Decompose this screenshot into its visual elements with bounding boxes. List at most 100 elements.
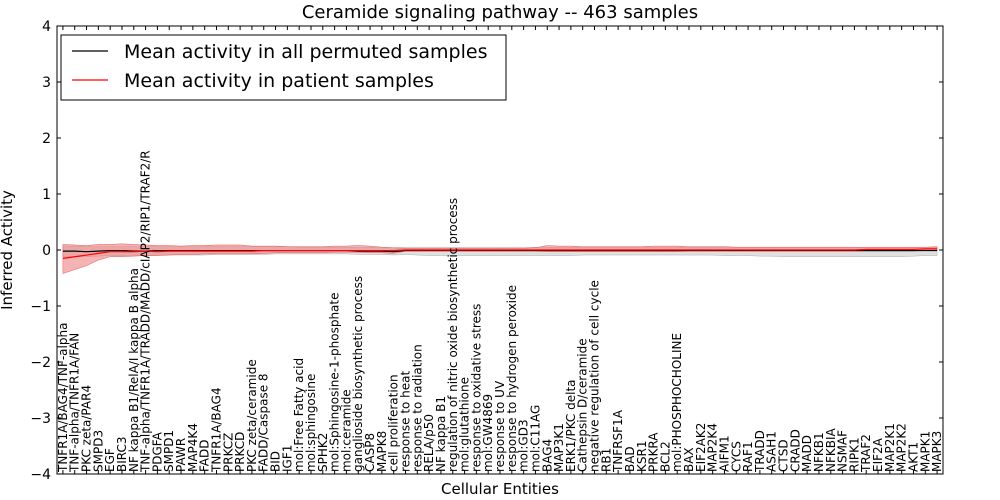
x-category-label: response to oxidative stress xyxy=(469,304,483,472)
x-category-label: TNFR1A/BAG4 xyxy=(209,387,223,473)
x-axis-category-labels: TNFR1A/BAG4/TNF-alphaTNF-alpha/TNFR1A/FA… xyxy=(56,150,944,473)
x-category-label: PAWR xyxy=(174,438,188,472)
x-axis-ticks xyxy=(62,26,938,474)
y-tick-label: 2 xyxy=(42,131,51,147)
x-category-label: response to UV xyxy=(493,380,507,472)
x-category-label: PDGFA xyxy=(150,431,164,472)
x-category-label: BID xyxy=(269,451,283,472)
x-category-label: CYCS xyxy=(729,441,743,472)
legend: Mean activity in all permuted samples Me… xyxy=(60,34,507,101)
x-category-label: TNFR1A/BAG4/TNF-alpha xyxy=(56,323,70,473)
x-category-label: RELA/p50 xyxy=(422,414,436,472)
x-axis-label: Cellular Entities xyxy=(441,480,559,498)
x-category-label: MAP2K4 xyxy=(706,423,720,472)
x-category-label: PRKRA xyxy=(647,432,661,472)
band-series-1 xyxy=(62,243,938,274)
x-category-label: EGF xyxy=(103,448,117,472)
x-category-label: MAPK3 xyxy=(930,431,944,472)
y-tick-label: 4 xyxy=(42,19,51,35)
legend-label-permuted: Mean activity in all permuted samples xyxy=(124,41,487,63)
x-category-label: mol:PHOSPHOCHOLINE xyxy=(670,333,684,472)
x-category-label: MAP2K2 xyxy=(895,423,909,472)
x-category-label: mol:ceramide xyxy=(339,389,353,472)
x-category-label: CASP8 xyxy=(363,433,377,472)
x-category-label: PKC zeta/ceramide xyxy=(245,359,259,472)
x-category-label: SPHK2 xyxy=(316,433,330,472)
x-category-label: regulation of nitric oxide biosynthetic … xyxy=(446,198,460,472)
x-category-label: RAF1 xyxy=(741,441,755,472)
y-tick-label: −3 xyxy=(30,411,51,427)
legend-box xyxy=(60,34,507,101)
legend-label-patient: Mean activity in patient samples xyxy=(124,70,434,92)
x-category-label: ganglioside biosynthetic process xyxy=(351,276,365,472)
x-category-label: MAPK8 xyxy=(375,431,389,472)
x-category-label: response to heat xyxy=(398,370,412,472)
x-category-label: PKC zeta/PAR4 xyxy=(80,385,94,472)
x-category-label: MADD xyxy=(800,435,814,472)
x-category-label: SMPD1 xyxy=(162,430,176,472)
x-category-label: CRADD xyxy=(788,429,802,472)
x-category-label: response to hydrogen peroxide xyxy=(505,285,519,472)
x-category-label: mol:C11AG xyxy=(528,405,542,472)
x-category-label: cell proliferation xyxy=(387,374,401,472)
x-category-label: MAPK1 xyxy=(918,431,932,472)
x-category-label: CTSD xyxy=(777,439,791,472)
x-category-label: NSMAF xyxy=(836,430,850,472)
x-category-label: mol:Sphingosine-1-phosphate xyxy=(328,292,342,472)
y-tick-label: −2 xyxy=(30,355,51,371)
x-category-label: ASAH1 xyxy=(765,431,779,472)
x-category-label: TRADD xyxy=(753,430,767,473)
x-category-label: PRKCZ xyxy=(221,433,235,472)
x-category-label: TNF-alpha/TNFR1A/TRADD/MADD/cIAP2/RIP1/T… xyxy=(139,150,153,473)
x-category-label: TNF-alpha/TNFR1A/FAN xyxy=(68,333,82,473)
x-category-label: NF kappa B1/RelA/I kappa B alpha xyxy=(127,268,141,472)
x-category-label: KSR1 xyxy=(635,441,649,472)
x-category-label: MAP4K4 xyxy=(186,423,200,472)
x-category-label: AIFM1 xyxy=(717,435,731,472)
x-category-label: mol:sphingosine xyxy=(304,374,318,472)
x-category-label: RIPK1 xyxy=(847,437,861,472)
x-category-label: IGF1 xyxy=(280,445,294,472)
y-axis-ticks: −4 −3 −2 −1 0 1 2 3 4 xyxy=(30,19,943,483)
x-category-label: mol:GD3 xyxy=(517,419,531,472)
x-category-label: PRKCD xyxy=(233,432,247,472)
x-category-label: NFKBIA xyxy=(824,427,838,472)
x-category-label: NF kappa B1 xyxy=(434,396,448,472)
y-tick-label: −1 xyxy=(30,299,51,315)
x-category-label: AKT1 xyxy=(906,442,920,472)
x-category-label: BCL2 xyxy=(658,441,672,472)
y-tick-label: 1 xyxy=(42,187,51,203)
x-category-label: negative regulation of cell cycle xyxy=(588,280,602,472)
line-series-1 xyxy=(62,248,938,259)
x-category-label: TNFRSF1A xyxy=(611,409,625,473)
x-category-label: MAP3K1 xyxy=(552,423,566,472)
x-category-label: EIF2AK2 xyxy=(694,423,708,472)
x-category-label: FADD xyxy=(198,440,212,473)
x-category-label: ERK1/PKC delta xyxy=(564,379,578,472)
y-axis-label: Inferred Activity xyxy=(0,190,16,310)
x-category-label: BAD xyxy=(623,446,637,472)
chart-title: Ceramide signaling pathway -- 463 sample… xyxy=(302,2,698,23)
series-lines xyxy=(62,248,938,259)
y-tick-label: 0 xyxy=(42,243,51,259)
x-category-label: TRAF2 xyxy=(859,434,873,473)
confidence-bands xyxy=(62,243,938,274)
x-category-label: RB1 xyxy=(599,448,613,472)
x-category-label: NFKB1 xyxy=(812,432,826,472)
x-category-label: BAX xyxy=(682,447,696,472)
y-tick-label: −4 xyxy=(30,467,51,483)
y-tick-label: 3 xyxy=(42,75,51,91)
x-category-label: SMPD3 xyxy=(91,430,105,472)
x-category-label: BIRC3 xyxy=(115,436,129,472)
x-category-label: EIF2A xyxy=(871,437,885,472)
x-category-label: BAG4 xyxy=(540,439,554,472)
x-category-label: mol:GW4869 xyxy=(481,394,495,472)
x-category-label: MAP2K1 xyxy=(883,423,897,472)
x-category-label: mol:Free Fatty acid xyxy=(292,358,306,472)
x-category-label: response to radiation xyxy=(410,344,424,472)
x-category-label: mol:glutathione xyxy=(458,377,472,472)
x-category-label: FADD/Caspase 8 xyxy=(257,373,271,472)
x-category-label: Cathepsin D/ceramide xyxy=(576,338,590,472)
